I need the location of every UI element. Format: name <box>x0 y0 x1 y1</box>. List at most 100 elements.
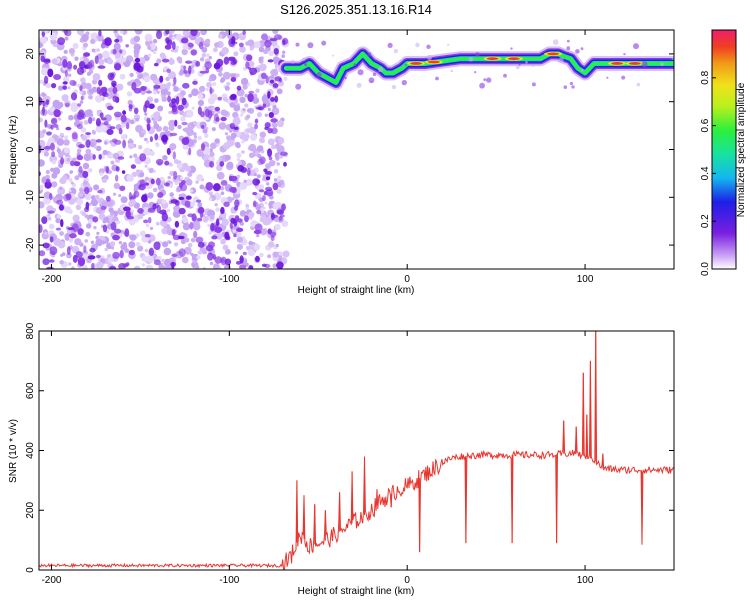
noise-blob-dark <box>44 119 48 128</box>
noise-blob-light <box>39 185 44 191</box>
noise-blob-light <box>122 242 127 247</box>
noise-blob-light <box>141 207 150 215</box>
noise-blob-light <box>96 261 104 269</box>
noise-blob-dark <box>209 161 215 168</box>
noise-blob-light <box>81 211 87 217</box>
spectrogram-y-tick-label: 10 <box>25 96 36 108</box>
ridge-scatter-blob <box>321 40 327 46</box>
noise-blob-dark <box>57 37 66 46</box>
noise-blob-dark <box>130 164 136 169</box>
noise-blob-dark <box>102 92 109 98</box>
noise-blob-light <box>52 99 61 108</box>
noise-blob-light <box>87 168 93 173</box>
noise-blob-light <box>268 205 272 209</box>
noise-blob-dark <box>51 151 56 158</box>
noise-blob-light <box>80 77 86 83</box>
noise-blob-dark <box>106 129 114 135</box>
noise-blob-light <box>226 135 232 141</box>
noise-blob-light <box>171 36 176 41</box>
noise-blob-light <box>161 258 166 263</box>
noise-blob-light <box>222 71 231 80</box>
noise-blob-light <box>161 227 168 235</box>
noise-blob-light <box>75 204 82 211</box>
noise-blob-light <box>72 43 79 49</box>
noise-blob-light <box>200 30 205 34</box>
noise-blob-light <box>73 104 79 110</box>
noise-blob-light <box>203 122 207 126</box>
noise-blob-light <box>282 50 286 54</box>
noise-blob-light <box>90 143 95 148</box>
ridge-scatter-blob <box>290 59 295 64</box>
noise-blob-light <box>232 229 236 233</box>
noise-blob-light <box>95 95 103 103</box>
noise-blob-dark <box>205 182 214 191</box>
noise-blob-light <box>260 228 267 236</box>
noise-blob-dark <box>55 227 62 231</box>
noise-blob-light <box>76 30 85 36</box>
noise-blob-light <box>147 45 152 51</box>
noise-blob-dark <box>248 90 255 94</box>
noise-blob-dark <box>258 189 265 193</box>
noise-blob-dark <box>70 92 78 101</box>
noise-blob-dark <box>214 226 223 233</box>
noise-blob-dark <box>98 30 102 37</box>
ridge-scatter-blob <box>307 42 314 49</box>
noise-blob-light <box>43 196 51 205</box>
noise-blob-light <box>208 231 213 235</box>
noise-blob-light <box>68 209 73 214</box>
noise-blob-dark <box>281 203 286 211</box>
noise-blob-dark <box>95 118 101 127</box>
noise-blob-dark <box>197 206 205 214</box>
noise-blob-dark <box>219 161 225 167</box>
noise-blob-light <box>143 147 152 156</box>
noise-blob-light <box>176 163 183 170</box>
noise-blob-light <box>86 71 91 76</box>
noise-blob-light <box>185 165 192 172</box>
noise-blob-dark <box>76 123 83 130</box>
noise-blob-dark <box>237 165 245 172</box>
noise-blob-light <box>130 209 134 213</box>
noise-blob-light <box>85 31 90 36</box>
noise-blob-dark <box>236 227 244 232</box>
noise-blob-dark <box>78 144 85 149</box>
noise-blob-light <box>242 84 248 90</box>
noise-blob-dark <box>195 236 204 244</box>
noise-blob-dark <box>144 182 149 186</box>
spectrogram-y-tick-label: 0 <box>25 146 36 152</box>
noise-blob-dark <box>115 174 119 182</box>
spectrogram-x-ticks: -200 -100 0 100 <box>41 30 594 285</box>
noise-blob-light <box>58 85 64 91</box>
noise-blob-dark <box>112 138 118 143</box>
noise-blob-dark <box>199 70 208 74</box>
noise-blob-dark <box>190 49 197 56</box>
noise-blob-dark <box>244 215 249 223</box>
noise-blob-dark <box>264 126 269 131</box>
noise-blob-light <box>207 223 211 228</box>
noise-blob-dark <box>94 55 99 64</box>
noise-blob-light <box>195 264 200 269</box>
noise-blob-dark <box>282 39 286 46</box>
noise-blob-dark <box>204 108 210 118</box>
noise-blob-dark <box>246 54 253 62</box>
noise-blob-dark <box>220 116 227 122</box>
ridge-scatter-blob <box>563 85 568 89</box>
noise-blob-light <box>259 252 264 258</box>
noise-blob-dark <box>53 124 59 128</box>
noise-blob-dark <box>165 30 170 35</box>
noise-blob-light <box>256 234 260 238</box>
noise-blob-dark <box>181 121 188 126</box>
noise-blob-light <box>169 192 174 197</box>
noise-blob-light <box>113 182 121 190</box>
noise-blob-dark <box>53 74 62 80</box>
noise-blob-dark <box>118 263 127 269</box>
noise-blob-light <box>236 88 245 97</box>
snr-y-tick-label: 600 <box>25 382 36 399</box>
noise-blob-light <box>68 177 73 183</box>
noise-blob-light <box>248 126 256 135</box>
noise-blob-dark <box>78 61 86 69</box>
spectrogram-y-tick-label: 20 <box>25 48 36 60</box>
noise-blob-dark <box>272 182 279 191</box>
noise-blob-light <box>152 169 157 173</box>
noise-blob-light <box>134 30 143 35</box>
noise-blob-dark <box>112 48 117 55</box>
